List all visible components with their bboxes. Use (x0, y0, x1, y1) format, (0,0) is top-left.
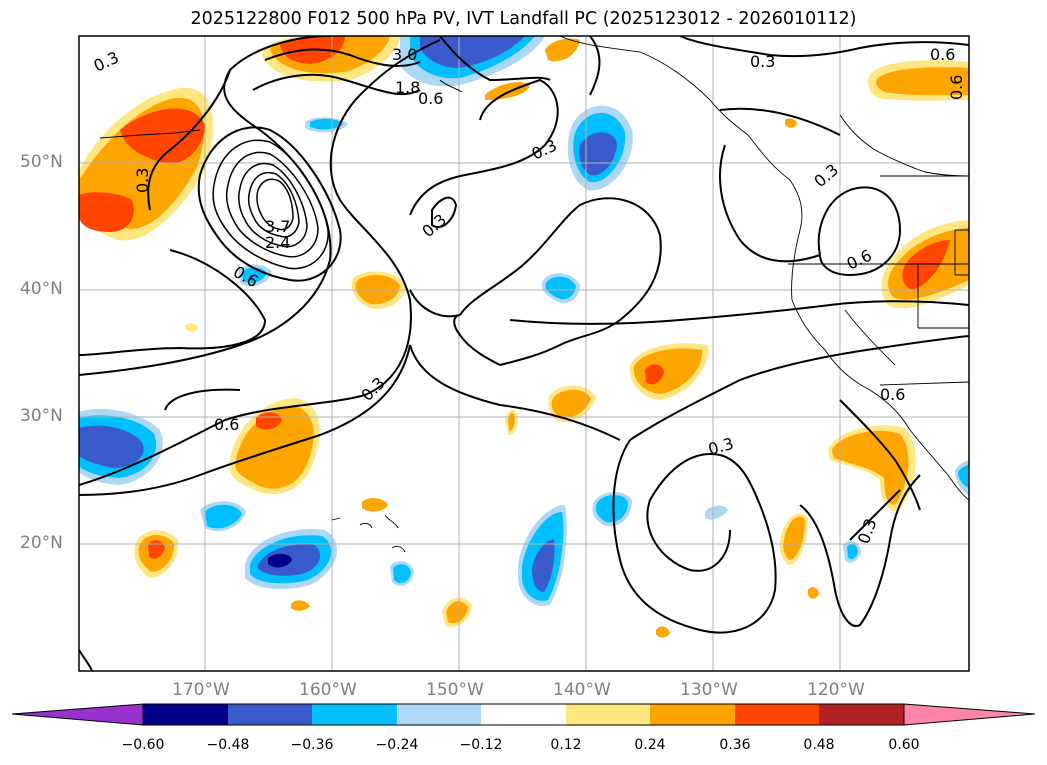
contour-label: 0.3 (133, 168, 152, 193)
lat-label: 30°N (20, 406, 63, 426)
lon-label: 170°W (172, 680, 230, 700)
coastlines (99, 36, 969, 553)
contour-label: 0.3 (91, 48, 122, 76)
colorbar-tick-label: −0.24 (375, 737, 419, 753)
colorbar-tick-label: 0.12 (550, 737, 582, 753)
contour-label: 0.6 (418, 89, 443, 108)
contour-label: 0.3 (810, 160, 842, 191)
lon-label: 140°W (553, 680, 611, 700)
pv-contours (79, 36, 969, 671)
contour-label: 0.3 (854, 516, 881, 546)
colorbar-tick-label: −0.36 (290, 737, 334, 753)
colorbar-segment (819, 704, 904, 725)
colorbar-tick-label: 0.24 (634, 737, 666, 753)
lat-label: 50°N (20, 152, 63, 172)
contour-label: 1.8 (395, 78, 420, 97)
colorbar-tick-label: −0.60 (121, 737, 165, 753)
colorbar-segment (481, 704, 566, 725)
lon-label: 120°W (807, 680, 865, 700)
contour-label: 3.0 (392, 45, 417, 64)
colorbar-extend-high (903, 703, 1036, 726)
colorbar-segment (397, 704, 481, 725)
colorbar-segment (566, 704, 650, 725)
colorbar-segment (650, 704, 735, 725)
contour-label: 2.4 (265, 233, 290, 252)
contour-label: 0.3 (357, 373, 388, 404)
contour-label: 0.3 (750, 52, 775, 71)
contour-label: 0.6 (947, 75, 966, 100)
contour-label: 0.3 (706, 434, 736, 459)
lon-label: 160°W (299, 680, 357, 700)
contour-label: 3.7 (265, 217, 290, 236)
colorbar-tick-label: 0.48 (803, 737, 835, 753)
contour-label: 0.6 (844, 246, 875, 274)
colorbar-segment (143, 704, 228, 725)
colorbar-tick-label: −0.12 (459, 737, 503, 753)
contour-label: 0.3 (418, 210, 450, 241)
contour-label: 0.6 (880, 385, 905, 404)
colorbar-tick-label: 0.36 (719, 737, 751, 753)
colorbar-extend-low (11, 703, 144, 726)
contour-label: 0.6 (930, 45, 955, 64)
gridlines (79, 36, 969, 671)
map-canvas: 0.3 0.6 0.3 0.3 0.6 3.0 1.8 0.6 0.3 3.7 … (79, 36, 969, 671)
map-frame (78, 35, 970, 672)
contour-labels: 0.3 0.6 0.3 0.3 0.6 3.0 1.8 0.6 0.3 3.7 … (91, 45, 966, 546)
lat-label: 20°N (20, 533, 63, 553)
colorbar-tick-label: 0.60 (888, 737, 920, 753)
map-title: 2025122800 F012 500 hPa PV, IVT Landfall… (190, 9, 857, 29)
colorbar (11, 703, 1036, 726)
ivt-shading (79, 36, 969, 638)
lon-label: 150°W (426, 680, 484, 700)
colorbar-segment (735, 704, 819, 725)
contour-label: 0.6 (214, 415, 239, 434)
lon-label: 130°W (680, 680, 738, 700)
colorbar-segment (228, 704, 312, 725)
contour-label: 0.3 (529, 136, 560, 164)
lat-label: 40°N (20, 279, 63, 299)
colorbar-tick-label: −0.48 (206, 737, 250, 753)
colorbar-segment (312, 704, 397, 725)
